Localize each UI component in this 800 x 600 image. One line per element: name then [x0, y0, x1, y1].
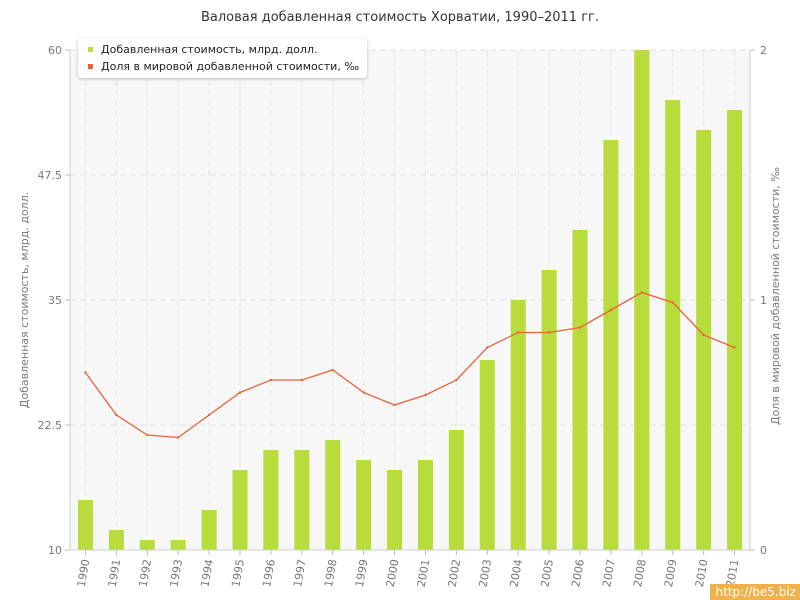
legend-swatch-line: [88, 64, 93, 69]
bar: [108, 530, 124, 550]
bar: [727, 110, 743, 550]
x-tick-label: 2004: [507, 558, 525, 588]
x-tick-label: 1992: [137, 558, 155, 588]
line-point: [269, 378, 273, 382]
y-tick-label: 35: [48, 294, 62, 307]
x-tick-label: 2008: [631, 558, 649, 588]
legend-label-line: Доля в мировой добавленной стоимости, ‰: [101, 60, 360, 73]
bar: [541, 270, 557, 550]
y2-axis-label: Доля в мировой добавленной стоимости, ‰: [769, 167, 782, 425]
bar: [294, 450, 310, 550]
line-point: [424, 393, 427, 397]
line-point: [702, 333, 705, 337]
bar: [696, 130, 712, 550]
bar: [387, 470, 403, 550]
y-axis-ticks: 10 22.5 35 47.5 60: [38, 44, 70, 557]
line-point: [146, 433, 149, 437]
line-point: [455, 378, 458, 382]
line-point: [176, 436, 180, 439]
line-point: [547, 331, 551, 334]
bar: [572, 230, 588, 550]
line-point: [238, 391, 242, 394]
bar: [232, 470, 248, 550]
y2-axis-ticks: 0 1 2: [750, 44, 767, 557]
bar: [417, 460, 433, 550]
x-tick-label: 1991: [106, 558, 124, 588]
line-point: [733, 346, 736, 349]
x-tick-label: 1999: [353, 558, 371, 588]
x-tick-label: 2010: [693, 558, 711, 588]
y2-tick-label: 2: [760, 44, 767, 57]
y-tick-label: 10: [48, 544, 62, 557]
watermark-link[interactable]: http://be5.biz: [709, 584, 800, 600]
line-point: [609, 308, 613, 312]
x-tick-label: 1998: [322, 558, 340, 588]
bar: [603, 140, 619, 550]
x-tick-label: 1993: [167, 558, 185, 588]
line-point: [578, 326, 582, 329]
line-point: [393, 403, 396, 407]
bar: [325, 440, 341, 550]
bar: [263, 450, 279, 550]
x-tick-label: 1997: [291, 558, 309, 588]
x-tick-label: 2007: [600, 558, 618, 588]
bar: [356, 460, 372, 550]
y2-tick-label: 1: [760, 294, 767, 307]
bar: [634, 50, 650, 550]
line-point: [362, 391, 365, 394]
chart-title: Валовая добавленная стоимость Хорватии, …: [201, 10, 599, 25]
line-point: [300, 378, 304, 382]
legend-swatch-bar: [88, 47, 93, 52]
y2-tick-label: 0: [760, 544, 767, 557]
y-tick-label: 47.5: [38, 169, 63, 182]
x-tick-label: 2011: [724, 558, 742, 588]
line-point: [84, 371, 87, 374]
line-point: [115, 413, 118, 417]
legend-item-bar[interactable]: Добавленная стоимость, млрд. долл.: [88, 41, 359, 58]
line-point: [640, 291, 644, 294]
x-tick-label: 1995: [229, 558, 247, 588]
line-point: [486, 346, 489, 349]
x-tick-label: 2001: [415, 558, 433, 588]
line-point: [516, 331, 520, 334]
y-tick-label: 22.5: [38, 419, 63, 432]
x-tick-label: 2002: [446, 558, 464, 588]
x-tick-label: 2000: [384, 558, 402, 588]
chart-legend: Добавленная стоимость, млрд. долл. Доля …: [78, 38, 368, 78]
x-tick-label: 1994: [198, 558, 216, 588]
x-tick-label: 2009: [662, 558, 680, 588]
bar: [139, 540, 155, 550]
bar: [77, 500, 93, 550]
y-tick-label: 60: [48, 44, 62, 57]
x-tick-label: 2005: [538, 558, 556, 588]
legend-item-line[interactable]: Доля в мировой добавленной стоимости, ‰: [88, 58, 359, 75]
bar: [201, 510, 217, 550]
line-point: [671, 301, 674, 304]
line-point: [331, 368, 334, 372]
line-series: [84, 291, 736, 439]
x-tick-label: 1996: [260, 558, 278, 588]
line-point: [207, 413, 211, 417]
x-tick-label: 1990: [75, 558, 93, 588]
bar: [479, 360, 495, 550]
legend-label-bar: Добавленная стоимость, млрд. долл.: [101, 43, 318, 56]
bar-series: [77, 50, 743, 550]
x-tick-label: 2006: [569, 558, 587, 588]
bar: [665, 100, 681, 550]
x-axis-ticks: 1990 1991 1992 1993 1994 1995 1996 1997 1998 1999…: [75, 550, 742, 588]
share-line: [84, 291, 735, 439]
bar: [510, 300, 526, 550]
x-tick-label: 2003: [477, 558, 495, 588]
bar: [448, 430, 464, 550]
bar: [170, 540, 186, 550]
y-axis-label: Добавленная стоимость, млрд. долл.: [18, 192, 31, 408]
